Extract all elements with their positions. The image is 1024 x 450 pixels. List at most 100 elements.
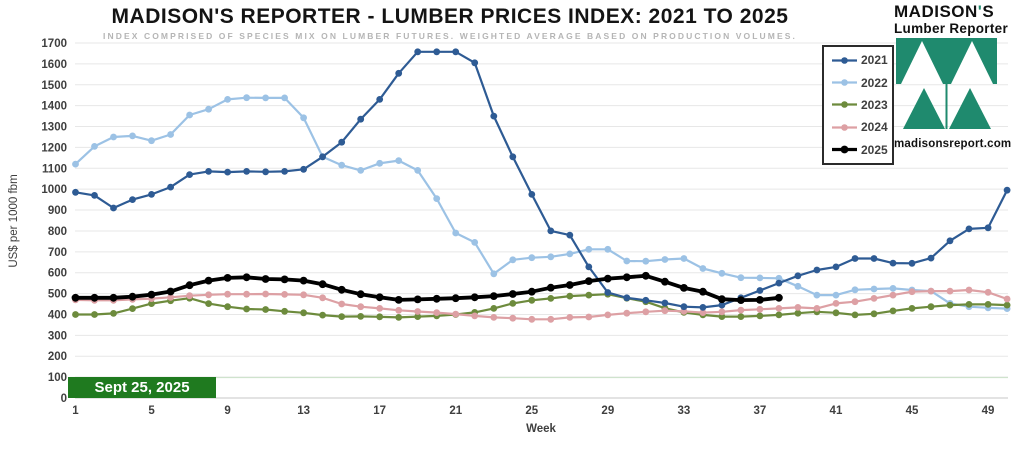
series-2021-point-w22 xyxy=(471,59,479,67)
series-2022-point-w1 xyxy=(72,160,79,168)
series-2023-point-w19 xyxy=(414,313,422,320)
brand-logo: MADISON'S Lumber Reporter madisonsreport… xyxy=(894,3,1022,151)
series-2023-point-w2 xyxy=(91,311,98,318)
series-2022-point-w38 xyxy=(775,274,783,282)
series-2022-point-w13 xyxy=(300,114,307,122)
logo-stem xyxy=(945,84,948,129)
y-tick-1300: 1300 xyxy=(41,122,67,134)
logo-graphic xyxy=(896,38,997,129)
logo-apostrophe: ' xyxy=(977,2,983,21)
y-tick-600: 600 xyxy=(48,268,67,280)
y-tick-300: 300 xyxy=(48,330,67,342)
y-tick-0: 0 xyxy=(61,393,67,405)
series-2024-point-w30 xyxy=(623,309,631,317)
series-2022-point-w4 xyxy=(129,132,136,140)
series-2023-point-w11 xyxy=(262,306,269,313)
series-2021-point-w41 xyxy=(832,263,840,271)
logo-tagline: Lumber Reporter xyxy=(894,21,1009,36)
y-tick-700: 700 xyxy=(48,247,67,259)
series-2024-point-w44 xyxy=(889,291,897,299)
legend-label-2023: 2023 xyxy=(861,97,888,112)
y-tick-800: 800 xyxy=(48,226,67,238)
legend-item-2025: 2025 xyxy=(831,143,892,157)
y-tick-100: 100 xyxy=(48,372,67,384)
series-2022-point-w11 xyxy=(262,94,269,102)
logo-white-triangle xyxy=(901,41,943,84)
series-2024-point-w39 xyxy=(794,304,802,311)
series-2022-point-w16 xyxy=(357,167,365,174)
series-2021-point-w17 xyxy=(376,96,384,103)
series-2024-point-w6 xyxy=(167,293,175,301)
series-2025-point-w9 xyxy=(223,274,232,282)
series-2025-point-w27 xyxy=(565,281,574,289)
series-2025-point-w20 xyxy=(432,294,441,303)
series-2024-point-w16 xyxy=(357,303,365,311)
series-2024-point-w21 xyxy=(452,310,460,318)
series-2021-point-w46 xyxy=(927,254,935,262)
series-2022-point-w39 xyxy=(794,282,802,290)
series-2021-point-w45 xyxy=(908,259,916,267)
series-2025-point-w36 xyxy=(737,296,745,304)
series-2022-point-w21 xyxy=(452,229,460,237)
series-2022-point-w22 xyxy=(471,239,479,246)
series-2025-point-w28 xyxy=(584,277,593,285)
series-2025-point-w7 xyxy=(185,281,194,290)
series-2025-point-w31 xyxy=(641,271,650,280)
series-2024-point-w19 xyxy=(414,308,422,315)
series-2024-point-w35 xyxy=(718,308,726,316)
grid-layer xyxy=(70,42,1008,399)
series-2024-point-w45 xyxy=(908,288,916,296)
series-2021-point-w42 xyxy=(851,255,859,262)
series-2022-point-w9 xyxy=(224,96,232,103)
series-2022-point-w43 xyxy=(870,285,878,293)
series-2022-point-w3 xyxy=(110,133,117,141)
y-tick-200: 200 xyxy=(48,351,67,363)
legend-label-2024: 2024 xyxy=(861,120,888,135)
series-2022-point-w18 xyxy=(395,157,403,165)
series-2021-point-w2 xyxy=(91,192,98,199)
series-2021-point-w11 xyxy=(262,168,269,176)
series-2025-point-w13 xyxy=(299,276,308,285)
series-2021-point-w30 xyxy=(623,294,631,302)
series-2023-point-w23 xyxy=(490,305,498,312)
series-2022-point-w36 xyxy=(737,274,745,282)
series-2025-point-w29 xyxy=(603,274,612,283)
legend-item-2022: 2022 xyxy=(831,76,892,90)
series-2023-point-w44 xyxy=(889,307,897,315)
series-2025-point-w1 xyxy=(71,293,80,302)
y-tick-1000: 1000 xyxy=(41,184,67,196)
series-2021-point-w39 xyxy=(794,272,802,280)
series-2022-point-w8 xyxy=(205,105,213,113)
series-2025-point-w33 xyxy=(680,284,688,292)
series-2021-point-w28 xyxy=(585,263,593,271)
series-2024-point-w29 xyxy=(604,311,612,319)
series-2021-point-w5 xyxy=(148,191,155,198)
series-2025-point-w2 xyxy=(90,293,99,302)
series-2021-point-w44 xyxy=(889,259,897,267)
y-tick-1500: 1500 xyxy=(41,80,67,92)
series-2023-point-w38 xyxy=(775,311,783,319)
series-2021-point-w14 xyxy=(319,153,326,161)
series-2022-point-w34 xyxy=(699,265,707,272)
y-tick-400: 400 xyxy=(48,309,67,321)
series-2022-point-w26 xyxy=(547,253,555,261)
series-2023-point-w10 xyxy=(243,305,251,313)
legend-label-2022: 2022 xyxy=(861,75,888,90)
series-2024-point-w32 xyxy=(661,307,669,315)
series-2025 xyxy=(71,271,783,304)
series-2021-point-w10 xyxy=(243,168,251,175)
x-tick-41: 41 xyxy=(830,405,843,417)
y-tick-900: 900 xyxy=(48,205,67,217)
series-2023-point-w12 xyxy=(281,307,288,315)
legend-swatch-2025 xyxy=(832,145,857,154)
series-2022-point-w25 xyxy=(528,254,536,262)
series-2025-point-w26 xyxy=(546,283,555,292)
series-2024-point-w13 xyxy=(300,291,307,299)
x-tick-49: 49 xyxy=(982,405,995,417)
series-2024-point-w25 xyxy=(528,315,536,323)
series-2021-point-w15 xyxy=(338,138,346,146)
series-2023-point-w26 xyxy=(547,295,555,302)
series-2023-point-w46 xyxy=(927,303,935,311)
series-2022-point-w10 xyxy=(243,94,251,102)
series-2023-point-w35 xyxy=(718,313,726,320)
